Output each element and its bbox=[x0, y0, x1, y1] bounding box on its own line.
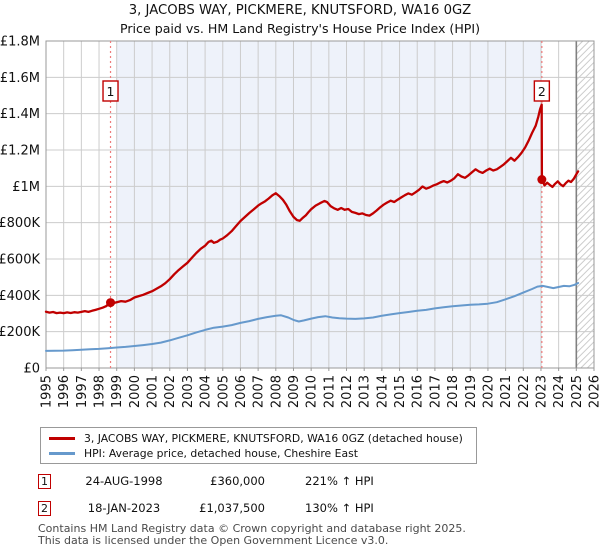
x-tick-label: 2026 bbox=[588, 375, 600, 408]
x-tick-label: 2022 bbox=[517, 375, 532, 408]
y-tick-label: £200K bbox=[0, 325, 40, 340]
x-tick-label: 2015 bbox=[393, 375, 408, 408]
x-tick-label: 2021 bbox=[499, 375, 514, 408]
x-tick-label: 1999 bbox=[110, 375, 125, 408]
sale-annotation-1: 1 24-AUG-1998 £360,000 221% ↑ HPI bbox=[38, 473, 578, 489]
legend: 3, JACOBS WAY, PICKMERE, KNUTSFORD, WA16… bbox=[40, 427, 477, 464]
x-tick-label: 1995 bbox=[40, 375, 55, 408]
x-tick-label: 1997 bbox=[75, 375, 90, 408]
x-tick-label: 2007 bbox=[252, 375, 267, 408]
x-tick-label: 2016 bbox=[411, 375, 426, 408]
price-chart: 1 2 £0 £200K £400K £600K £800K £1M £1.2M £1.4M £1.… bbox=[0, 35, 600, 409]
footer-line-2: This data is licensed under the Open Gov… bbox=[38, 533, 389, 547]
sale-annotation-2: 2 18-JAN-2023 £1,037,500 130% ↑ HPI bbox=[38, 500, 578, 516]
plot-border bbox=[45, 40, 595, 369]
sale-1-marker: 1 bbox=[38, 473, 51, 489]
future-hatch-region bbox=[575, 40, 595, 369]
y-tick-label: £1.2M bbox=[0, 144, 40, 159]
x-tick-label: 2018 bbox=[446, 375, 461, 408]
property-line-swatch bbox=[49, 437, 75, 440]
sale-1-point bbox=[106, 298, 116, 308]
y-tick-label: £1M bbox=[12, 180, 40, 195]
sale-1-price: £360,000 bbox=[210, 474, 265, 488]
chart-title: 3, JACOBS WAY, PICKMERE, KNUTSFORD, WA16… bbox=[128, 3, 472, 18]
y-tick-label: £800K bbox=[0, 216, 40, 231]
x-tick-label: 2024 bbox=[552, 375, 567, 408]
y-tick-label: £1.6M bbox=[0, 71, 40, 86]
sale-2-vs-hpi: 130% ↑ HPI bbox=[305, 501, 374, 515]
property-series-line bbox=[44, 103, 580, 315]
x-tick-label: 2014 bbox=[375, 375, 390, 408]
sale-1-marker-label: 1 bbox=[107, 84, 115, 99]
x-tick-label: 2012 bbox=[340, 375, 355, 408]
sale-2-date: 18-JAN-2023 bbox=[87, 501, 161, 515]
legend-item-hpi: HPI: Average price, detached house, Ches… bbox=[47, 446, 476, 461]
x-tick-label: 2003 bbox=[181, 375, 196, 408]
y-tick-label: £600K bbox=[0, 253, 40, 268]
sale-2-marker-box bbox=[533, 80, 551, 102]
x-tick-label: 2020 bbox=[481, 375, 496, 408]
legend-label-hpi: HPI: Average price, detached house, Ches… bbox=[84, 447, 358, 460]
x-tick-label: 2013 bbox=[358, 375, 373, 408]
sale-1-vs-hpi: 221% ↑ HPI bbox=[305, 474, 374, 488]
x-tick-label: 2002 bbox=[163, 375, 178, 408]
x-tick-label: 2011 bbox=[322, 375, 337, 408]
chart-subtitle: Price paid vs. HM Land Registry's House … bbox=[119, 21, 481, 36]
sale-2-price: £1,037,500 bbox=[199, 501, 265, 515]
x-tick-label: 2001 bbox=[146, 375, 161, 408]
x-tick-label: 2005 bbox=[216, 375, 231, 408]
y-tick-label: £1.4M bbox=[0, 107, 40, 122]
license-footer: Contains HM Land Registry data © Crown c… bbox=[38, 523, 466, 546]
footer-line-1: Contains HM Land Registry data © Crown c… bbox=[38, 522, 466, 535]
sale-2-point bbox=[537, 175, 547, 185]
x-tick-label: 2017 bbox=[428, 375, 443, 408]
legend-label-property: 3, JACOBS WAY, PICKMERE, KNUTSFORD, WA16… bbox=[84, 432, 463, 445]
x-tick-label: 2000 bbox=[128, 375, 143, 408]
y-tick-label: £1.8M bbox=[0, 35, 40, 50]
y-tick-label: £400K bbox=[0, 289, 40, 304]
x-tick-label: 1996 bbox=[57, 375, 72, 408]
sale-2-marker-label: 2 bbox=[538, 84, 546, 99]
hpi-series-line bbox=[45, 282, 580, 352]
x-tick-label: 1998 bbox=[93, 375, 108, 408]
x-tick-label: 2004 bbox=[199, 375, 214, 408]
x-axis-ticks bbox=[45, 368, 595, 371]
x-tick-label: 2008 bbox=[269, 375, 284, 408]
hpi-line-swatch bbox=[49, 452, 75, 455]
legend-item-property: 3, JACOBS WAY, PICKMERE, KNUTSFORD, WA16… bbox=[47, 431, 476, 446]
x-tick-label: 2009 bbox=[287, 375, 302, 408]
x-tick-label: 2023 bbox=[534, 375, 549, 408]
x-tick-label: 2010 bbox=[305, 375, 320, 408]
y-tick-label: £0 bbox=[23, 362, 40, 377]
sale-1-marker-box bbox=[102, 80, 119, 102]
x-tick-label: 2025 bbox=[570, 375, 585, 408]
sale-1-date: 24-AUG-1998 bbox=[85, 474, 163, 488]
x-tick-label: 2006 bbox=[234, 375, 249, 408]
x-tick-label: 2019 bbox=[464, 375, 479, 408]
sale-2-marker: 2 bbox=[38, 500, 51, 516]
